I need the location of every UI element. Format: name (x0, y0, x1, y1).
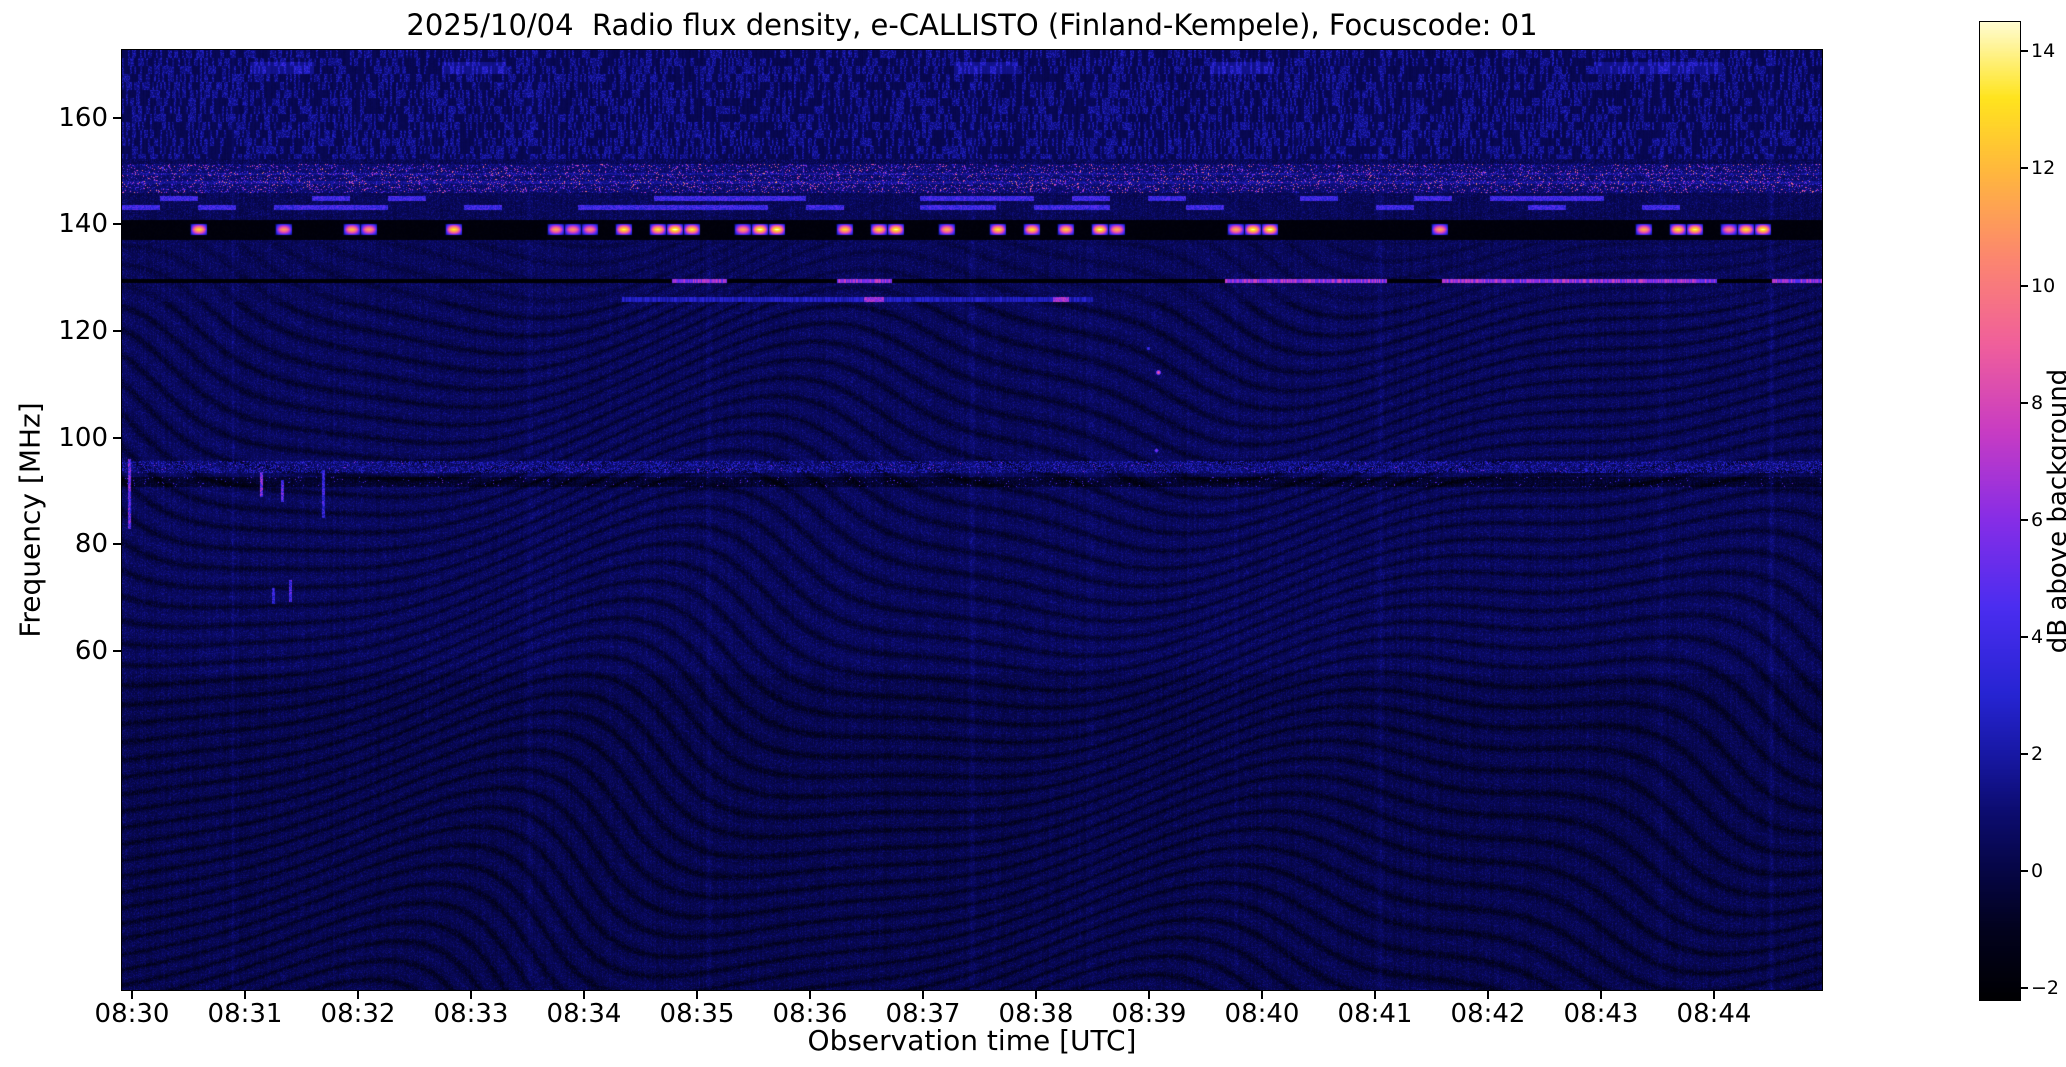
colorbar-tick-mark (2021, 870, 2028, 873)
y-tick-label: 140 (58, 209, 108, 240)
y-tick-label: 160 (58, 102, 108, 133)
colorbar-tick-mark (2021, 284, 2028, 287)
x-tick-mark (1148, 991, 1150, 999)
colorbar-tick-label: 10 (2031, 274, 2056, 297)
colorbar-label: dB above background (2043, 368, 2066, 654)
x-tick-label: 08:36 (772, 999, 848, 1029)
x-tick-mark (244, 991, 246, 999)
y-tick-mark (113, 543, 121, 546)
x-tick-label: 08:38 (998, 999, 1074, 1029)
spectrogram-canvas (122, 50, 1822, 990)
x-tick-label: 08:39 (1111, 999, 1187, 1029)
y-tick-label: 100 (58, 422, 108, 453)
colorbar-tick-label: 12 (2031, 157, 2056, 180)
x-tick-mark (1713, 991, 1715, 999)
x-axis-label: Observation time [UTC] (807, 1024, 1137, 1057)
colorbar-tick-mark (2021, 401, 2028, 404)
x-tick-label: 08:43 (1563, 999, 1639, 1029)
colorbar-tick-mark (2021, 167, 2028, 170)
y-tick-mark (113, 223, 121, 226)
x-tick-label: 08:33 (433, 999, 509, 1029)
colorbar-tick-mark (2021, 635, 2028, 638)
x-tick-label: 08:42 (1450, 999, 1526, 1029)
x-tick-mark (696, 991, 698, 999)
y-tick-label: 80 (74, 529, 108, 560)
colorbar-tick-label: 8 (2031, 391, 2044, 414)
x-tick-label: 08:35 (659, 999, 735, 1029)
colorbar (1979, 21, 2021, 1001)
x-tick-mark (1487, 991, 1489, 999)
colorbar-tick-label: 6 (2031, 508, 2044, 531)
x-tick-label: 08:40 (1224, 999, 1300, 1029)
x-tick-mark (357, 991, 359, 999)
y-tick-mark (113, 436, 121, 439)
x-tick-mark (1374, 991, 1376, 999)
colorbar-tick-label: 14 (2031, 40, 2056, 63)
x-tick-label: 08:41 (1337, 999, 1413, 1029)
y-tick-label: 120 (58, 316, 108, 347)
colorbar-gradient-canvas (1980, 22, 2020, 1000)
x-tick-label: 08:32 (320, 999, 396, 1029)
colorbar-tick-mark (2021, 987, 2028, 990)
x-tick-label: 08:30 (94, 999, 170, 1029)
y-tick-label: 60 (74, 636, 108, 667)
x-tick-mark (131, 991, 133, 999)
y-tick-mark (113, 116, 121, 119)
x-tick-mark (809, 991, 811, 999)
x-tick-mark (1600, 991, 1602, 999)
colorbar-tick-label: 2 (2031, 743, 2044, 766)
chart-title: 2025/10/04 Radio flux density, e-CALLIST… (406, 8, 1538, 42)
colorbar-tick-mark (2021, 50, 2028, 53)
colorbar-tick-mark (2021, 518, 2028, 521)
x-tick-mark (1261, 991, 1263, 999)
colorbar-tick-label: 4 (2031, 625, 2044, 648)
plot-area (121, 49, 1823, 991)
x-tick-mark (922, 991, 924, 999)
x-tick-label: 08:44 (1676, 999, 1752, 1029)
x-tick-mark (583, 991, 585, 999)
x-tick-label: 08:34 (546, 999, 622, 1029)
x-tick-label: 08:31 (207, 999, 283, 1029)
colorbar-tick-label: 0 (2031, 860, 2044, 883)
colorbar-tick-mark (2021, 753, 2028, 756)
x-tick-label: 08:37 (885, 999, 961, 1029)
y-tick-mark (113, 330, 121, 333)
x-tick-mark (1035, 991, 1037, 999)
colorbar-tick-label: −2 (2031, 977, 2060, 1000)
y-tick-mark (113, 650, 121, 653)
x-tick-mark (470, 991, 472, 999)
